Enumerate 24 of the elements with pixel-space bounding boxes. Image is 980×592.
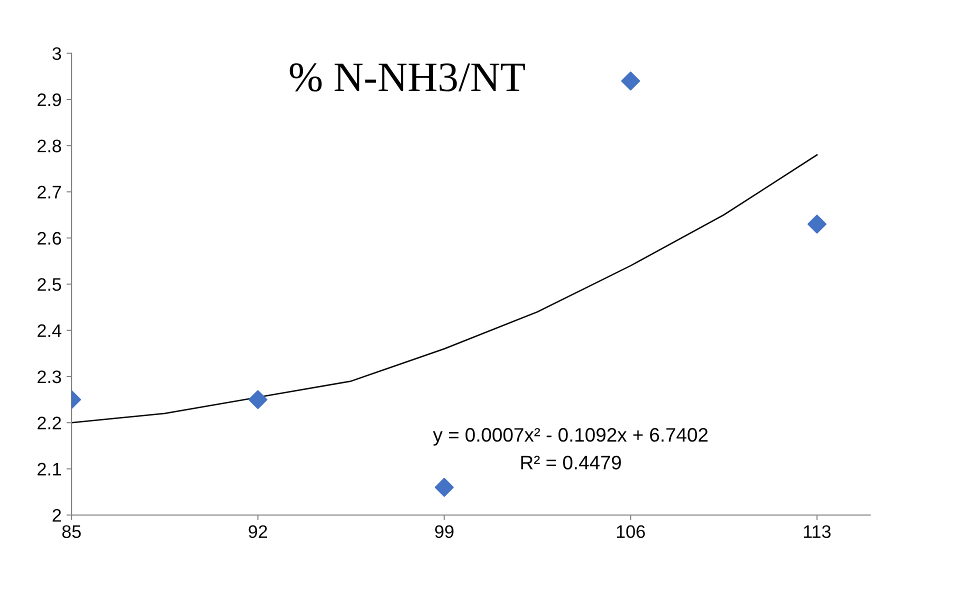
point — [434, 478, 454, 497]
y-tick-label: 2.1 — [38, 462, 61, 476]
x-tick-label: 106 — [616, 525, 645, 538]
y-tick-label: 2.2 — [38, 416, 61, 430]
y-tick-label: 2.7 — [38, 186, 61, 198]
y-tick-label: 2.6 — [38, 232, 62, 245]
y-tick-label: 2.5 — [38, 278, 62, 291]
annotation: y = 0.0007x² - 0.1092x + 6.7402 — [432, 428, 708, 446]
point — [808, 214, 826, 234]
x-tick-label: 99 — [435, 525, 454, 538]
y-tick-label: 2.3 — [38, 370, 62, 384]
line-series — [72, 154, 818, 424]
y-tick-label: 2.8 — [38, 140, 62, 152]
x-tick-label: 85 — [62, 525, 81, 538]
point — [248, 390, 268, 410]
y-tick-label: 2.9 — [38, 93, 61, 106]
annotation: R² = 0.4479 — [521, 456, 621, 470]
point — [621, 72, 640, 90]
y-tick-label: 2 — [52, 508, 61, 522]
x-tick-label: 113 — [804, 525, 831, 538]
y-tick-label: 3 — [52, 47, 62, 60]
chart-title: % N-NH3/NT — [290, 63, 525, 92]
y-tick-label: 2.4 — [38, 324, 62, 337]
x-tick-label: 92 — [248, 525, 268, 538]
